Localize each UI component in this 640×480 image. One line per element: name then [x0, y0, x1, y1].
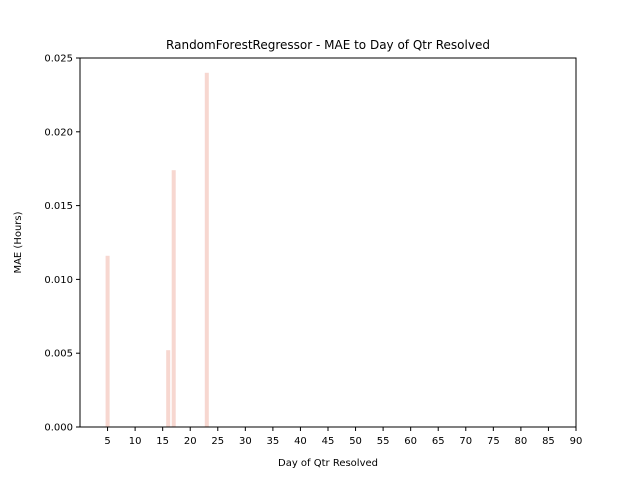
- y-tick-label: 0.020: [44, 127, 73, 138]
- x-tick-label: 75: [487, 436, 500, 447]
- y-axis-title: MAE (Hours): [13, 211, 24, 273]
- x-tick-label: 45: [322, 436, 335, 447]
- x-axis-title: Day of Qtr Resolved: [278, 458, 378, 469]
- x-tick-label: 50: [349, 436, 362, 447]
- y-tick-label: 0.000: [44, 423, 73, 434]
- x-tick-label: 80: [515, 436, 528, 447]
- bar-0: [105, 255, 110, 427]
- x-tick-label: 60: [404, 436, 417, 447]
- x-tick-label: 65: [432, 436, 445, 447]
- y-tick-label: 0.005: [44, 349, 73, 360]
- x-tick-label: 70: [459, 436, 472, 447]
- plot-frame: [79, 57, 577, 428]
- x-tick-label: 55: [377, 436, 390, 447]
- x-tick-label: 40: [294, 436, 307, 447]
- x-tick-label: 25: [211, 436, 224, 447]
- y-tick-label: 0.015: [44, 201, 73, 212]
- x-tick-label: 90: [570, 436, 583, 447]
- x-tick-label: 30: [239, 436, 252, 447]
- bar-2: [171, 170, 176, 427]
- x-tick-label: 5: [104, 436, 110, 447]
- bars-group: [105, 72, 209, 428]
- y-tick-label: 0.010: [44, 275, 73, 286]
- x-tick-label: 10: [129, 436, 142, 447]
- bar-3: [204, 72, 209, 428]
- bar-1: [166, 350, 171, 427]
- x-tick-label: 15: [156, 436, 169, 447]
- chart-title: RandomForestRegressor - MAE to Day of Qt…: [166, 38, 490, 52]
- x-tick-label: 85: [542, 436, 555, 447]
- y-tick-label: 0.025: [44, 54, 73, 65]
- x-tick-label: 20: [184, 436, 197, 447]
- y-axis: 0.000 0.005 0.010 0.015 0.020 0.025: [44, 54, 80, 434]
- x-axis: 5 10 15 20 25 30 35 40 45 50 55 60 65 70 75 80 85 90: [104, 427, 582, 447]
- x-tick-label: 35: [267, 436, 280, 447]
